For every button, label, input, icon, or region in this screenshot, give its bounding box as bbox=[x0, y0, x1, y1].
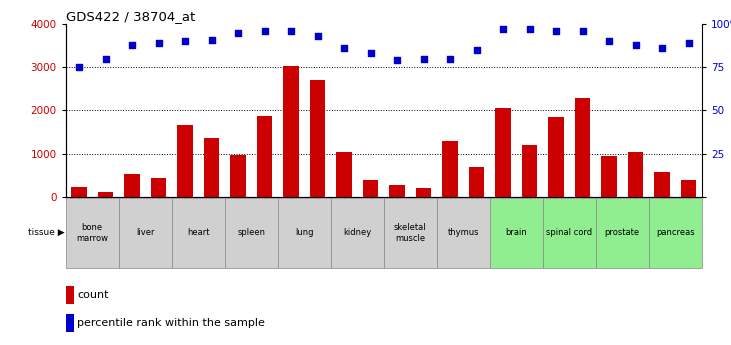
Text: spleen: spleen bbox=[238, 228, 265, 237]
Bar bbox=[495, 108, 511, 197]
Point bbox=[656, 46, 668, 51]
Point bbox=[683, 40, 694, 46]
Bar bbox=[257, 116, 273, 197]
Bar bbox=[66, 314, 74, 332]
Point bbox=[259, 28, 270, 34]
Point bbox=[311, 33, 323, 39]
Bar bbox=[415, 188, 431, 197]
Text: count: count bbox=[77, 290, 109, 300]
Point bbox=[603, 39, 615, 44]
Text: liver: liver bbox=[136, 228, 154, 237]
FancyBboxPatch shape bbox=[330, 198, 384, 268]
Text: thymus: thymus bbox=[447, 228, 479, 237]
Point bbox=[179, 39, 191, 44]
Point bbox=[338, 46, 350, 51]
Point bbox=[153, 40, 164, 46]
Point bbox=[523, 27, 535, 32]
Bar bbox=[575, 98, 591, 197]
Text: kidney: kidney bbox=[343, 228, 371, 237]
Text: heart: heart bbox=[187, 228, 210, 237]
FancyBboxPatch shape bbox=[66, 198, 118, 268]
Text: spinal cord: spinal cord bbox=[546, 228, 592, 237]
Point bbox=[99, 56, 111, 61]
FancyBboxPatch shape bbox=[542, 198, 596, 268]
Bar bbox=[71, 187, 87, 197]
Bar bbox=[654, 172, 670, 197]
FancyBboxPatch shape bbox=[648, 198, 702, 268]
FancyBboxPatch shape bbox=[596, 198, 648, 268]
Bar bbox=[627, 152, 643, 197]
Point bbox=[126, 42, 138, 48]
FancyBboxPatch shape bbox=[278, 198, 330, 268]
Bar bbox=[151, 178, 167, 197]
FancyBboxPatch shape bbox=[490, 198, 542, 268]
FancyBboxPatch shape bbox=[172, 198, 225, 268]
Bar bbox=[389, 185, 405, 197]
Text: pancreas: pancreas bbox=[656, 228, 694, 237]
Bar bbox=[203, 138, 219, 197]
Point bbox=[232, 30, 244, 36]
Bar bbox=[521, 145, 537, 197]
Bar bbox=[124, 174, 140, 197]
Bar bbox=[66, 286, 74, 304]
Point bbox=[365, 51, 376, 56]
Bar bbox=[442, 141, 458, 197]
Point bbox=[391, 58, 403, 63]
Text: GDS422 / 38704_at: GDS422 / 38704_at bbox=[66, 10, 195, 23]
Bar bbox=[97, 193, 113, 197]
Point bbox=[285, 28, 297, 34]
Text: skeletal
muscle: skeletal muscle bbox=[394, 223, 427, 243]
Bar bbox=[283, 66, 299, 197]
Text: bone
marrow: bone marrow bbox=[76, 223, 108, 243]
Bar bbox=[309, 80, 325, 197]
Text: tissue ▶: tissue ▶ bbox=[28, 228, 64, 237]
Point bbox=[73, 65, 85, 70]
Bar bbox=[548, 117, 564, 197]
Bar bbox=[681, 180, 697, 197]
Bar bbox=[336, 152, 352, 197]
Bar bbox=[363, 180, 379, 197]
Point bbox=[471, 47, 482, 53]
Point bbox=[444, 56, 456, 61]
Point bbox=[497, 27, 509, 32]
Text: brain: brain bbox=[505, 228, 527, 237]
Point bbox=[417, 56, 429, 61]
FancyBboxPatch shape bbox=[118, 198, 172, 268]
Bar bbox=[601, 156, 617, 197]
Point bbox=[577, 28, 588, 34]
FancyBboxPatch shape bbox=[384, 198, 437, 268]
Point bbox=[205, 37, 217, 42]
FancyBboxPatch shape bbox=[225, 198, 278, 268]
Bar bbox=[177, 126, 193, 197]
Bar bbox=[469, 167, 485, 197]
Text: prostate: prostate bbox=[605, 228, 640, 237]
Text: percentile rank within the sample: percentile rank within the sample bbox=[77, 318, 265, 328]
Text: lung: lung bbox=[295, 228, 314, 237]
FancyBboxPatch shape bbox=[437, 198, 490, 268]
Bar bbox=[230, 155, 246, 197]
Point bbox=[550, 28, 562, 34]
Point bbox=[629, 42, 641, 48]
